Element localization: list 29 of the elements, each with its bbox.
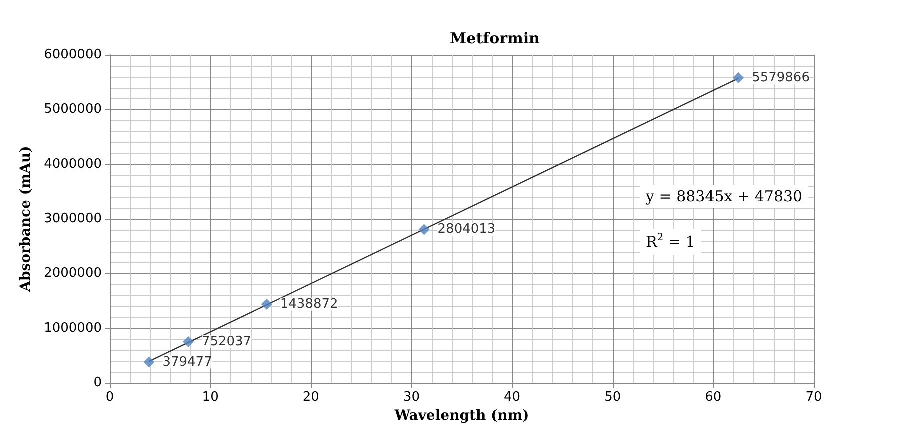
data-label: 379477 <box>162 354 212 370</box>
x-tick-label: 40 <box>504 390 521 405</box>
point <box>418 224 430 236</box>
point <box>261 298 272 310</box>
y-tick-label: 6000000 <box>44 48 102 62</box>
point <box>182 336 194 348</box>
x-tick-label: 10 <box>202 390 219 405</box>
y-tick-label: 1000000 <box>44 320 102 336</box>
data-label: 5579866 <box>752 70 810 86</box>
x-tick-label: 60 <box>705 390 722 405</box>
annotation: y = 88345x + 47830 <box>645 188 803 206</box>
point <box>144 356 155 368</box>
data-label: 2804013 <box>438 222 496 238</box>
x-tick-label: 30 <box>403 390 420 405</box>
y-tick-label: 5000000 <box>44 102 102 118</box>
data-label: 1438872 <box>280 296 338 312</box>
y-tick-label: 2000000 <box>44 266 102 282</box>
x-axis-title: Wavelength (nm) <box>394 408 530 424</box>
data-label: 752037 <box>202 334 252 350</box>
y-tick-label: 0 <box>94 376 102 390</box>
x-tick-label: 70 <box>806 390 822 405</box>
x-tick-label: 50 <box>604 390 622 405</box>
chart-title: Metformin <box>450 30 540 48</box>
y-tick-label: 4000000 <box>44 156 102 172</box>
y-tick-label: 3000000 <box>44 212 102 226</box>
y-axis-title: Absorbance (mAu) <box>18 146 34 293</box>
x-tick-label: 0 <box>106 390 114 405</box>
x-tick-label: 20 <box>302 390 320 405</box>
point <box>733 72 744 84</box>
